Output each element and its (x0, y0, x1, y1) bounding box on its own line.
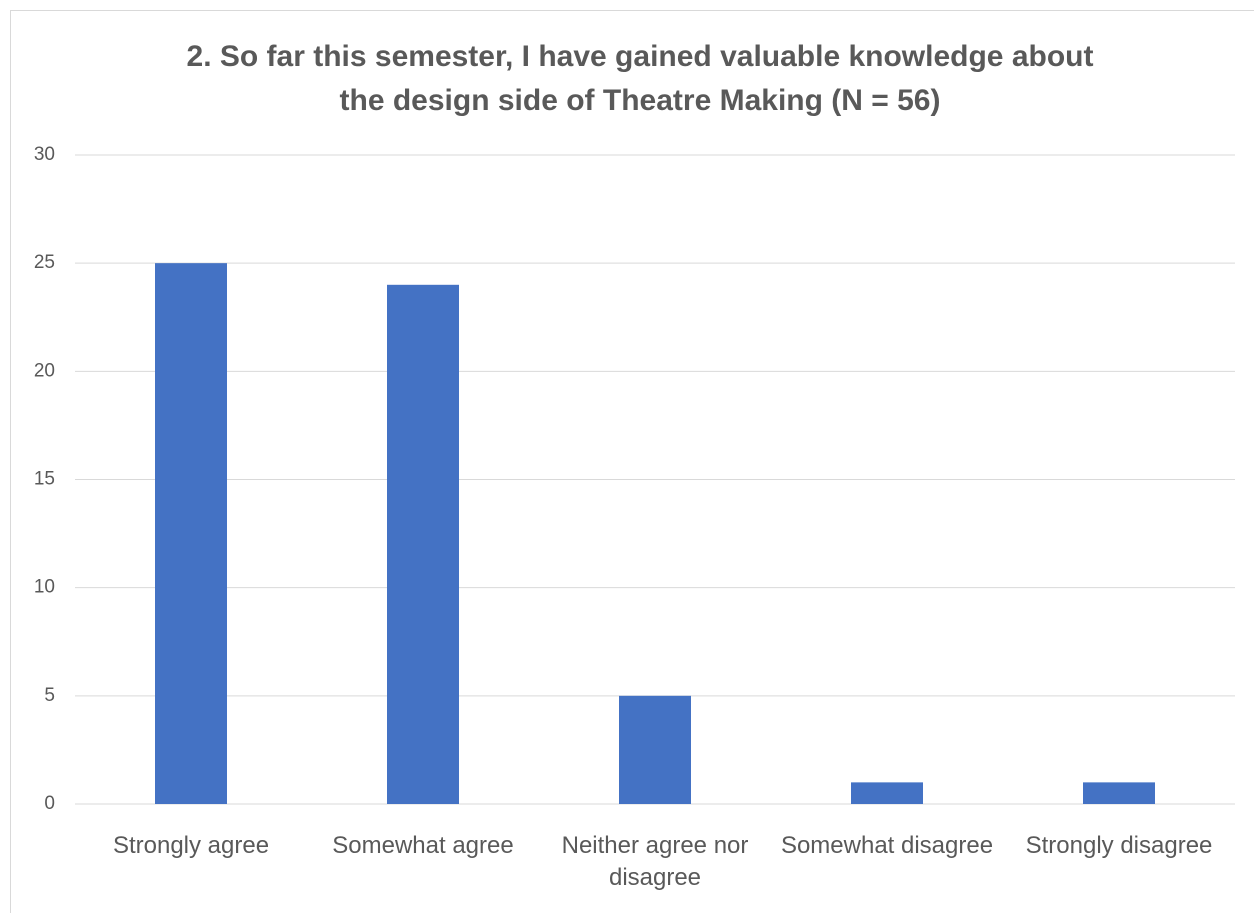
bar (851, 782, 923, 804)
x-tick-label: Strongly agree (112, 832, 270, 859)
y-tick-label: 5 (44, 685, 55, 706)
chart-border (10, 10, 1254, 913)
y-tick-label: 25 (34, 252, 55, 273)
bar (155, 263, 227, 805)
y-tick-label: 20 (34, 360, 55, 381)
chart-title: the design side of Theatre Making (N = 5… (340, 84, 941, 117)
chart-title: 2. So far this semester, I have gained v… (187, 40, 1094, 73)
bar (387, 284, 459, 804)
x-tick-label: Somewhat disagree (780, 832, 994, 859)
x-tick-label: Neither agree nor disagree (561, 832, 749, 891)
y-tick-label: 10 (34, 577, 55, 598)
x-tick-label: Strongly disagree (1025, 832, 1213, 859)
x-tick-label: Somewhat agree (332, 832, 514, 859)
y-tick-label: 15 (34, 469, 55, 490)
y-tick-label: 0 (44, 793, 55, 814)
bar (1083, 782, 1155, 804)
bar (619, 695, 691, 804)
y-tick-label: 30 (34, 144, 55, 165)
